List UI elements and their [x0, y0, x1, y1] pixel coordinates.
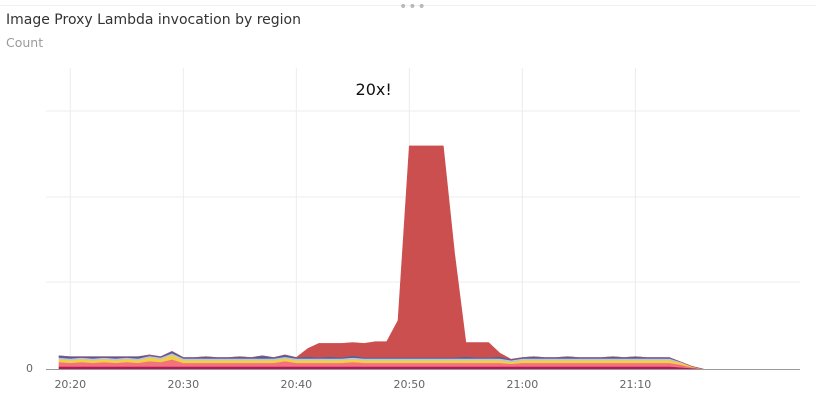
chart-subtitle: Count	[6, 35, 44, 50]
peak-annotation: 20x!	[356, 80, 392, 99]
x-tick-label: 20:40	[280, 378, 312, 391]
x-tick-label: 20:20	[54, 378, 86, 391]
chart-title: Image Proxy Lambda invocation by region	[6, 12, 301, 28]
series-area-5	[58, 145, 704, 370]
x-tick-label: 21:10	[620, 378, 652, 391]
x-tick-label: 20:30	[167, 378, 199, 391]
y-tick-label: 0	[26, 362, 33, 375]
x-tick-label: 21:00	[507, 378, 539, 391]
series-area-0	[58, 366, 704, 370]
panel-top-divider	[0, 5, 816, 6]
drag-handle-icon[interactable]: •••	[399, 0, 427, 15]
x-tick-label: 20:50	[393, 378, 425, 391]
